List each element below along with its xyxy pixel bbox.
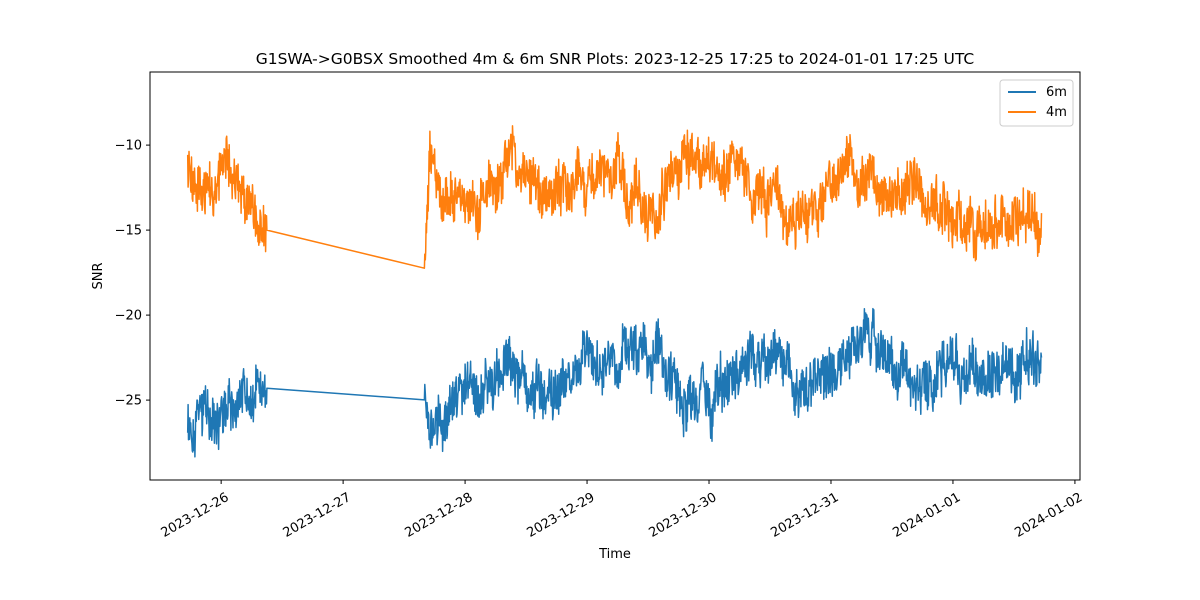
y-tick-label: −10 — [115, 139, 142, 154]
y-axis-ticks: −25 −20 −15 −10 — [115, 139, 150, 409]
x-tick-label: 2024-01-02 — [1012, 490, 1085, 541]
legend-label-6m: 6m — [1046, 85, 1067, 100]
x-axis-label: Time — [598, 547, 631, 562]
x-tick-label: 2023-12-29 — [525, 490, 598, 541]
series-layer — [186, 125, 1043, 458]
x-tick-label: 2023-12-31 — [768, 490, 841, 541]
x-tick-label: 2023-12-28 — [403, 490, 476, 541]
x-tick-label: 2024-01-01 — [890, 490, 963, 541]
x-tick-label: 2023-12-27 — [281, 490, 354, 541]
y-tick-label: −15 — [115, 224, 142, 239]
x-tick-label: 2023-12-26 — [159, 490, 232, 541]
x-axis-ticks: 2023-12-26 2023-12-27 2023-12-28 2023-12-29… — [159, 480, 1085, 541]
legend-label-4m: 4m — [1046, 105, 1067, 120]
y-tick-label: −20 — [115, 309, 142, 324]
series-line-4m — [186, 125, 1043, 269]
plot-frame — [149, 71, 1081, 481]
x-tick-label: 2023-12-30 — [646, 490, 719, 541]
legend: 6m 4m — [999, 79, 1074, 127]
chart-title: G1SWA->G0BSX Smoothed 4m & 6m SNR Plots:… — [256, 50, 975, 68]
plot-area — [149, 71, 1081, 481]
y-axis-label: SNR — [91, 262, 106, 289]
y-tick-label: −25 — [115, 394, 142, 409]
series-line-6m — [186, 307, 1043, 458]
